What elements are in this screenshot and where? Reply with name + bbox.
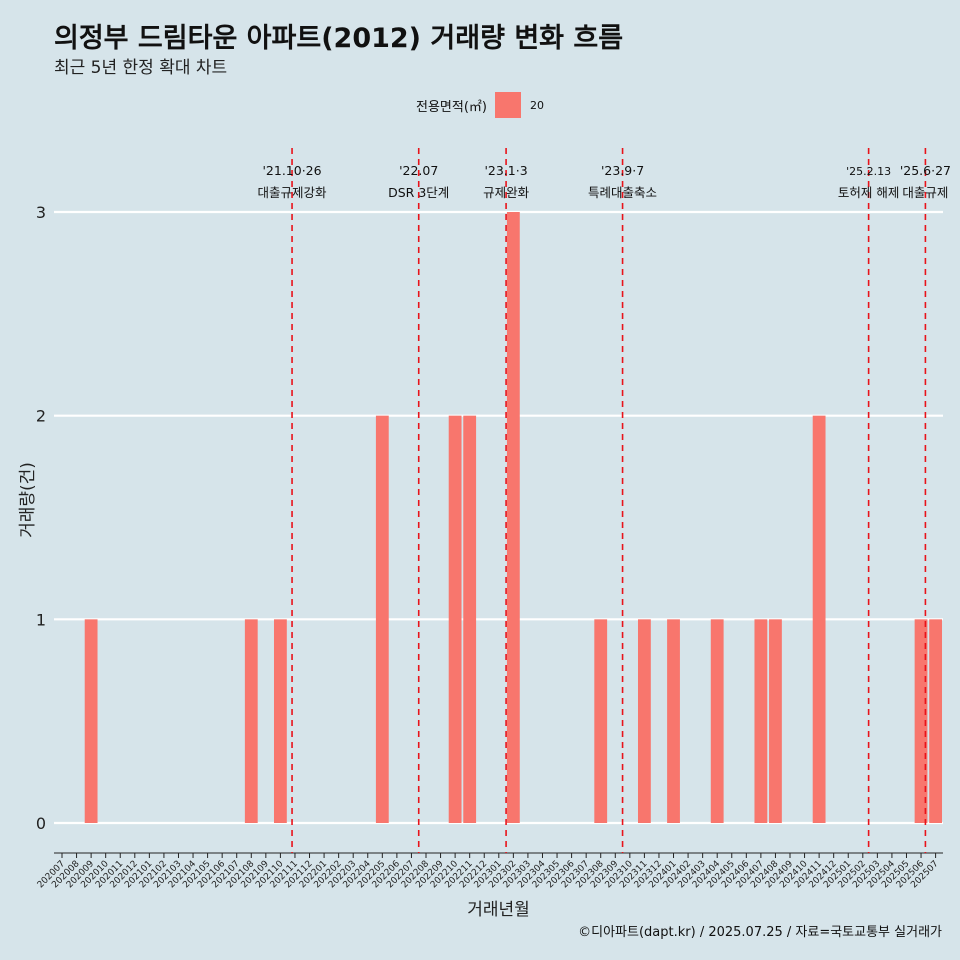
- event-name-label: 특례대출축소: [588, 185, 657, 200]
- event-name-label: 토허제 해제: [838, 185, 899, 200]
- y-axis-title: 거래량(건): [18, 462, 38, 538]
- bar-202205: [375, 415, 389, 823]
- legend: 전용면적(㎡) 20: [0, 92, 960, 118]
- bar-202411: [812, 415, 826, 823]
- bar-202407: [754, 619, 768, 823]
- chart-subtitle: 최근 5년 한정 확대 차트: [54, 58, 228, 78]
- bar-202506: [914, 619, 928, 823]
- event-date-label: '23.1·3: [484, 163, 527, 178]
- y-tick-label: 1: [36, 610, 46, 629]
- bar-202110: [273, 619, 287, 823]
- event-date-label: '21.10·26: [262, 163, 321, 178]
- legend-title: 전용면적(㎡): [416, 99, 487, 115]
- y-tick-label: 3: [36, 203, 46, 222]
- legend-entry-label: 20: [529, 98, 544, 112]
- event-date-label: '22.07: [399, 163, 438, 178]
- bar-202311: [637, 619, 651, 823]
- y-tick-label: 0: [36, 814, 46, 833]
- chart-title: 의정부 드림타운 아파트(2012) 거래량 변화 흐름: [54, 23, 624, 54]
- event-date-label: '25.2.13: [846, 165, 891, 178]
- bar-202401: [667, 619, 680, 823]
- bar-202211: [463, 415, 477, 823]
- event-name-label: DSR 3단계: [388, 185, 449, 200]
- bar-202009: [84, 619, 98, 823]
- legend-key-swatch: [494, 92, 521, 118]
- y-tick-label: 2: [36, 407, 46, 426]
- bar-202507: [929, 619, 943, 823]
- bar-202408: [769, 619, 782, 823]
- bar-202308: [594, 619, 608, 823]
- event-date-label: '23.9·7: [601, 163, 644, 178]
- event-name-label: 규제완화: [483, 185, 530, 200]
- caption: ©디아파트(dapt.kr) / 2025.07.25 / 자료=국토교통부 실…: [578, 925, 942, 940]
- x-axis-title: 거래년월: [467, 900, 530, 920]
- bar-202302: [506, 212, 520, 823]
- bar-202404: [710, 619, 724, 823]
- event-date-label: '25.6·27: [900, 163, 951, 178]
- bar-202210: [448, 415, 462, 823]
- bar-202108: [244, 619, 258, 823]
- event-name-label: 대출규제: [902, 185, 948, 200]
- event-name-label: 대출규제강화: [258, 185, 328, 200]
